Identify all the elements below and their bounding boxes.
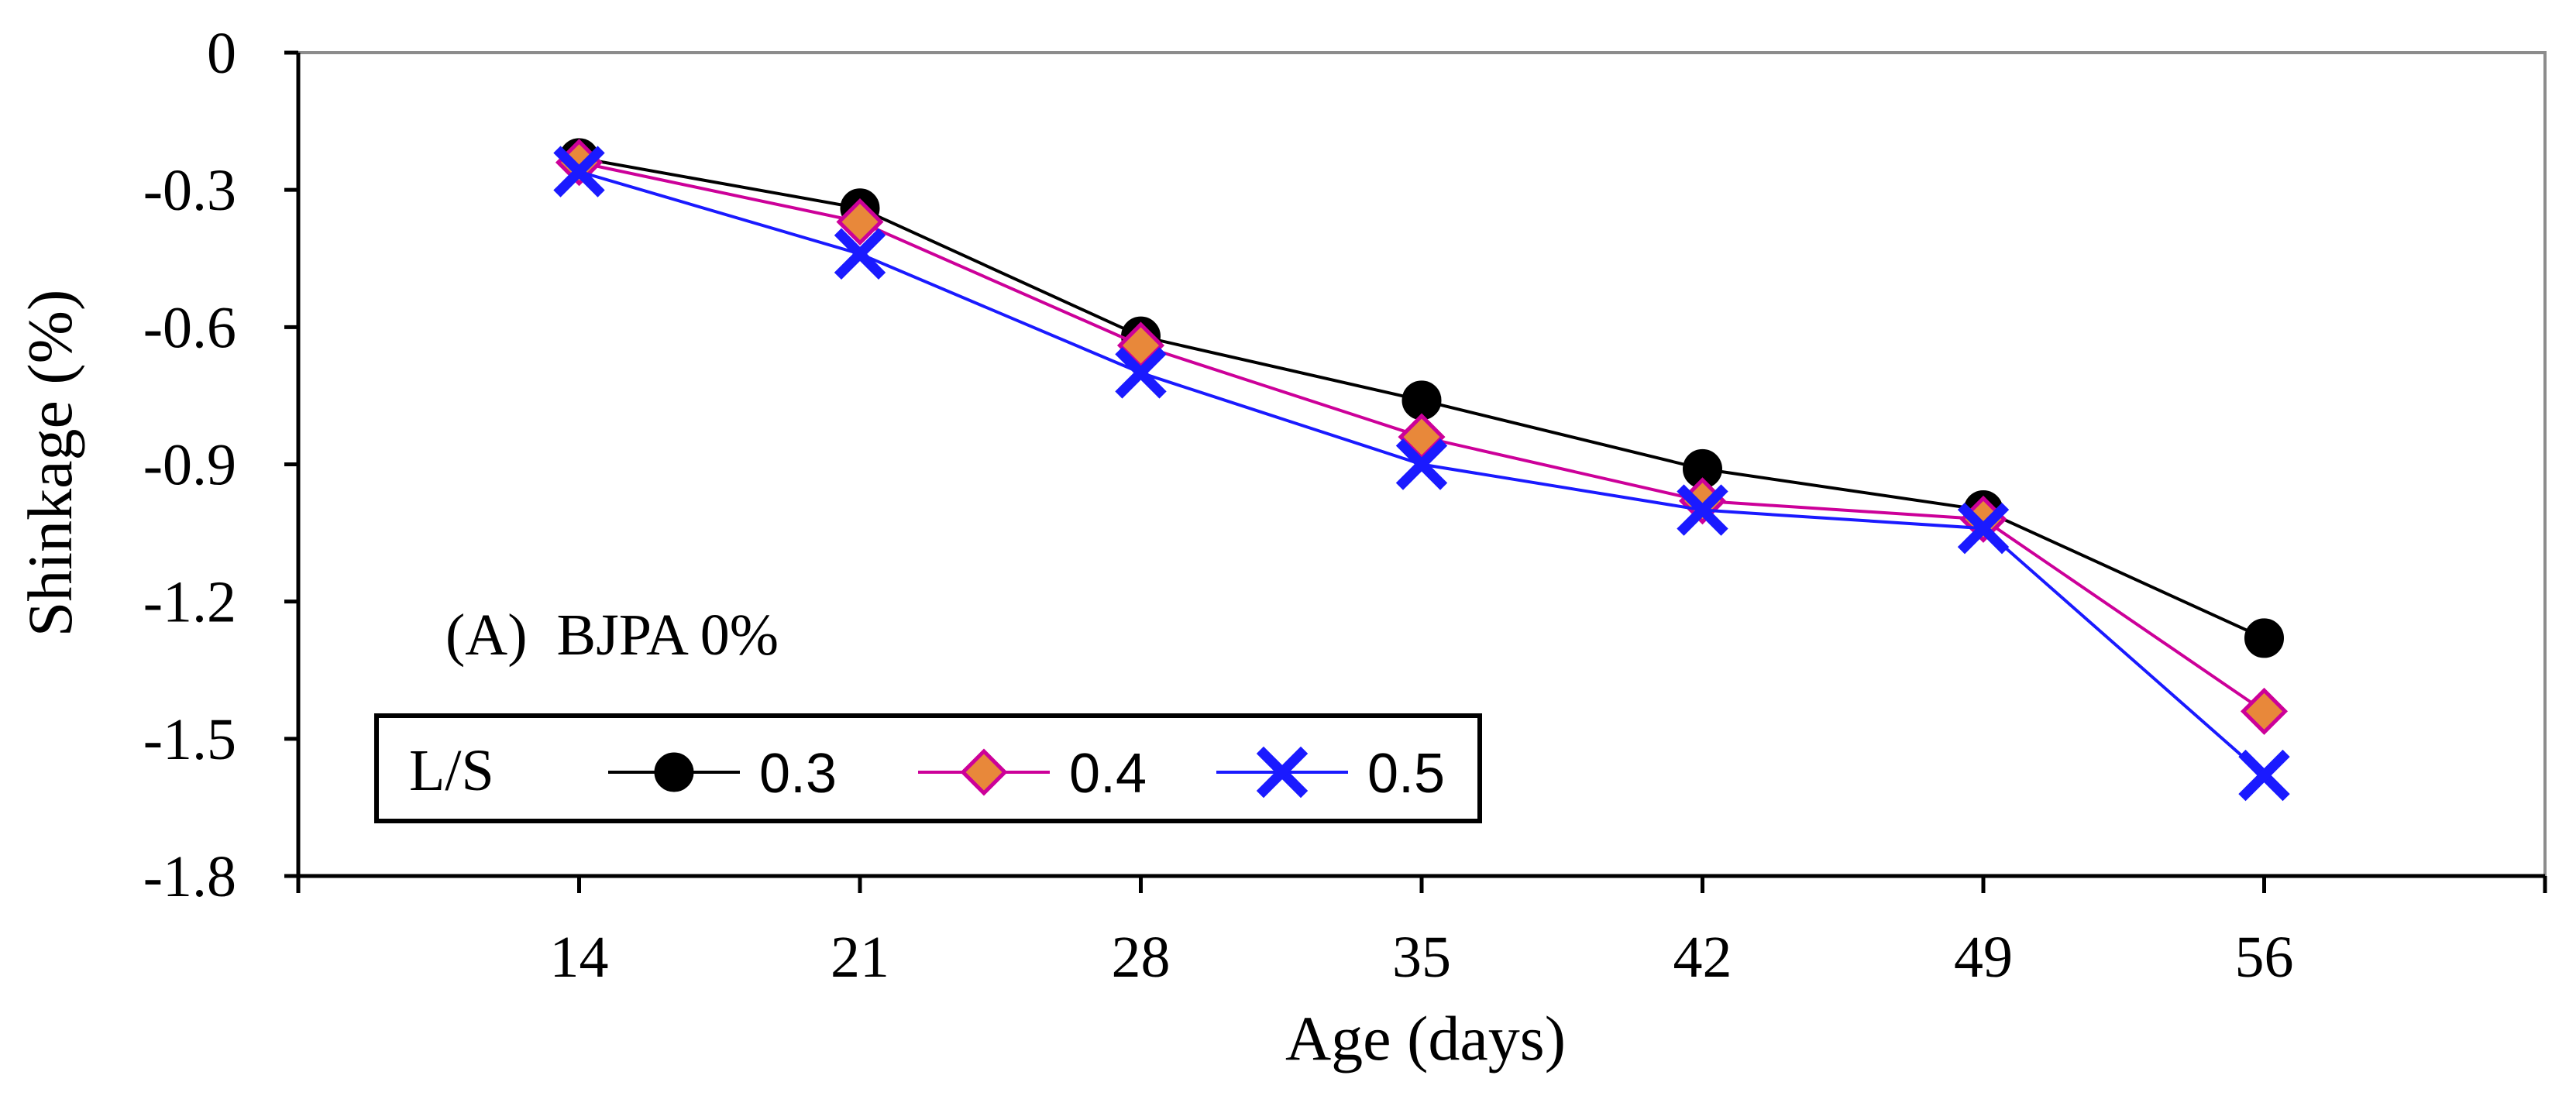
legend: L/S 0.3 0.4 0.5 [374, 713, 1482, 823]
legend-entry-0.3: 0.3 [608, 743, 837, 805]
y-tick-label: -0.6 [143, 295, 236, 360]
data-point-0.3-56 [2244, 618, 2284, 658]
y-tick-label: -1.5 [143, 707, 236, 772]
legend-label: 0.5 [1367, 743, 1445, 805]
legend-marker [960, 748, 1008, 796]
data-point-0.5-35 [1395, 438, 1448, 490]
y-axis-title: Shinkage (%) [15, 290, 85, 637]
legend-title: L/S [409, 738, 494, 803]
data-point-0.4-56 [2240, 687, 2289, 735]
data-point-0.5-56 [2238, 749, 2290, 802]
y-tick-label: -1.8 [143, 844, 236, 909]
data-point-0.5-49 [1957, 502, 2010, 555]
chart-annotation: (A) BJPA 0% [445, 603, 779, 668]
x-tick-label: 42 [1673, 925, 1732, 990]
legend-box [374, 713, 1482, 823]
x-tick-label: 49 [1954, 925, 2013, 990]
x-axis: 14 21 28 35 42 49 56 [296, 876, 2547, 990]
y-tick-label: -1.2 [143, 570, 236, 635]
y-axis: 0 -0.3 -0.6 -0.9 -1.2 -1.5 -1.8 [143, 21, 298, 909]
y-tick-label: -0.9 [143, 433, 236, 498]
x-tick-label: 21 [831, 925, 889, 990]
legend-label: 0.4 [1069, 743, 1147, 805]
legend-marker [654, 752, 694, 792]
data-point-0.5-42 [1677, 484, 1728, 536]
y-tick-label: 0 [207, 21, 236, 86]
x-tick-label: 14 [550, 925, 609, 990]
legend-entry-0.5: 0.5 [1216, 743, 1445, 805]
data-point-0.5-14 [553, 146, 605, 198]
legend-label: 0.3 [759, 743, 837, 805]
series-0.5 [553, 146, 2290, 802]
data-point-0.4-21 [836, 198, 884, 246]
x-axis-title: Age (days) [1285, 1003, 1566, 1073]
data-point-0.5-28 [1115, 347, 1167, 399]
y-tick-label: -0.3 [143, 158, 236, 223]
data-point-0.5-21 [834, 228, 886, 280]
series-layer [553, 138, 2290, 802]
x-tick-label: 56 [2235, 925, 2294, 990]
legend-marker [1256, 746, 1309, 799]
x-tick-label: 35 [1392, 925, 1451, 990]
x-tick-label: 28 [1112, 925, 1171, 990]
legend-entry-0.4: 0.4 [918, 743, 1147, 805]
